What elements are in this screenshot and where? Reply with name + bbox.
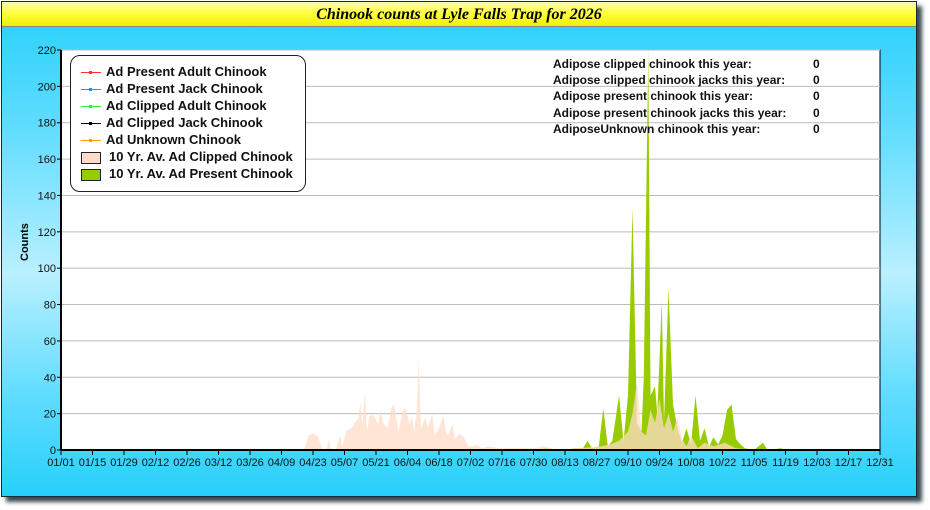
- legend-label: Ad Present Adult Chinook: [106, 64, 267, 79]
- x-tick-label: 11/19: [772, 457, 799, 469]
- x-tick-label: 07/16: [488, 457, 516, 469]
- stat-row: Adipose present chinook jacks this year:…: [553, 106, 833, 122]
- stat-label: AdiposeUnknown chinook this year:: [553, 121, 761, 136]
- x-tick-label: 06/18: [425, 457, 453, 469]
- legend-label: Ad Unknown Chinook: [106, 132, 242, 147]
- legend-label: Ad Clipped Jack Chinook: [106, 115, 263, 130]
- stat-label: Adipose present chinook this year:: [553, 89, 754, 104]
- x-tick-label: 04/23: [299, 457, 327, 469]
- x-tick-label: 08/13: [551, 457, 579, 469]
- y-tick-label: 60: [44, 336, 56, 348]
- legend-label: Ad Present Jack Chinook: [106, 81, 263, 96]
- y-tick-label: 80: [44, 300, 56, 312]
- stat-row: Adipose clipped chinook this year: 0: [553, 57, 833, 73]
- y-tick-label: 140: [38, 190, 56, 202]
- x-tick-label: 03/12: [205, 457, 233, 469]
- x-tick-label: 01/29: [110, 457, 138, 469]
- stat-row: Adipose clipped chinook jacks this year:…: [553, 73, 833, 89]
- stat-label: Adipose present chinook jacks this year:: [553, 105, 787, 120]
- x-tick-label: 02/26: [173, 457, 201, 469]
- legend-line-swatch: [81, 105, 101, 108]
- stat-value: 0: [813, 73, 820, 88]
- y-tick-label: 20: [44, 409, 56, 421]
- x-tick-label: 10/22: [709, 457, 737, 469]
- stat-value: 0: [813, 121, 820, 136]
- x-tick-label: 09/24: [646, 457, 674, 469]
- stat-row: AdiposeUnknown chinook this year: 0: [553, 122, 833, 138]
- y-tick-label: 0: [50, 445, 56, 457]
- stat-row: Adipose present chinook this year: 0: [553, 89, 833, 105]
- y-tick-label: 100: [38, 263, 56, 275]
- x-tick-label: 09/10: [614, 457, 642, 469]
- legend-label: 10 Yr. Av. Ad Clipped Chinook: [109, 149, 293, 164]
- x-tick-label: 08/27: [583, 457, 611, 469]
- y-tick-label: 220: [38, 45, 56, 57]
- x-tick-label: 05/21: [362, 457, 390, 469]
- stat-value: 0: [813, 57, 820, 71]
- x-tick-label: 12/31: [866, 457, 894, 469]
- stat-value: 0: [813, 105, 820, 120]
- stat-label: Adipose clipped chinook jacks this year:: [553, 73, 786, 88]
- legend-line-swatch: [81, 139, 101, 142]
- x-tick-label: 11/05: [741, 457, 768, 469]
- stat-value: 0: [813, 89, 820, 104]
- x-tick-label: 03/26: [236, 457, 264, 469]
- x-tick-label: 01/01: [47, 457, 75, 469]
- chart-title: Chinook counts at Lyle Falls Trap for 20…: [316, 6, 602, 23]
- stat-label: Adipose clipped chinook this year:: [553, 57, 752, 71]
- legend-label: Ad Clipped Adult Chinook: [106, 98, 267, 113]
- legend-line-swatch: [81, 71, 101, 74]
- series-area-ad-clipped-avg: [61, 359, 880, 450]
- x-tick-label: 07/30: [520, 457, 548, 469]
- x-tick-label: 05/07: [331, 457, 359, 469]
- y-tick-label: 40: [44, 372, 56, 384]
- stats-panel: Adipose clipped chinook this year: 0 Adip…: [553, 57, 833, 138]
- x-tick-label: 02/12: [142, 457, 170, 469]
- legend: Ad Present Adult Chinook Ad Present Jack …: [70, 55, 306, 192]
- y-tick-label: 180: [38, 118, 56, 130]
- x-tick-label: 01/15: [79, 457, 107, 469]
- legend-area-swatch: [81, 169, 101, 181]
- x-tick-label: 10/08: [677, 457, 705, 469]
- y-tick-label: 120: [38, 227, 56, 239]
- title-bar: Chinook counts at Lyle Falls Trap for 20…: [2, 2, 916, 27]
- x-tick-label: 07/02: [457, 457, 485, 469]
- x-tick-label: 12/03: [803, 457, 831, 469]
- legend-line-swatch: [81, 88, 101, 91]
- legend-label: 10 Yr. Av. Ad Present Chinook: [109, 166, 293, 181]
- x-tick-label: 12/17: [835, 457, 863, 469]
- x-tick-label: 04/09: [268, 457, 296, 469]
- y-tick-label: 160: [38, 154, 56, 166]
- y-axis-label: Counts: [19, 223, 31, 261]
- legend-line-swatch: [81, 122, 101, 125]
- x-tick-label: 06/04: [394, 457, 422, 469]
- legend-area-swatch: [81, 152, 101, 164]
- y-tick-label: 200: [38, 81, 56, 93]
